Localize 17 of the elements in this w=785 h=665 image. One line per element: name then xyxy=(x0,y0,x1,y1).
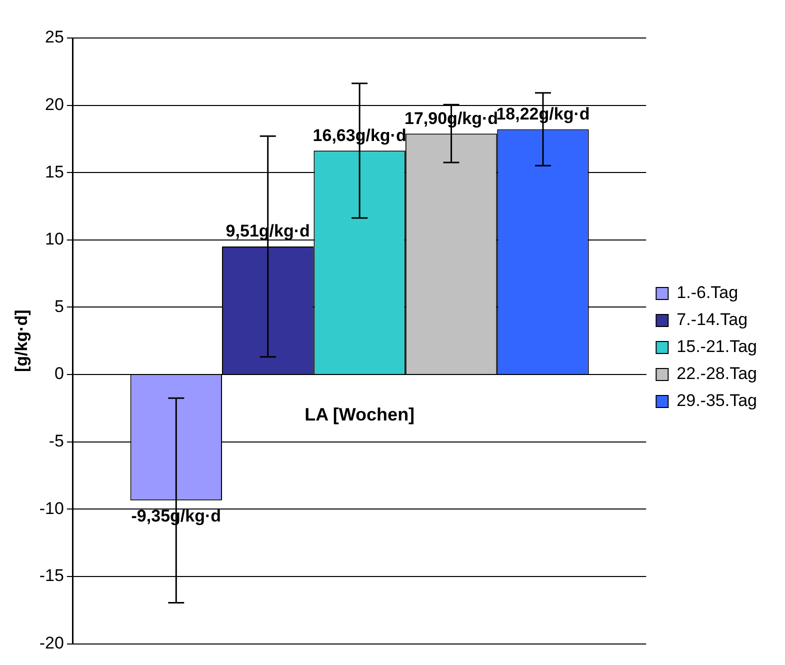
y-tick-label: 10 xyxy=(45,230,64,249)
legend-label: 7.-14.Tag xyxy=(676,310,748,330)
y-tick-label: 5 xyxy=(54,296,64,316)
y-tick-label: 25 xyxy=(45,28,64,47)
y-tick-label: -10 xyxy=(39,498,64,518)
y-tick-label: -5 xyxy=(48,432,64,451)
legend-label: 29.-35.Tag xyxy=(676,391,758,410)
y-tick-label: -15 xyxy=(39,566,64,586)
y-axis-title: [g/kg·d] xyxy=(12,310,31,372)
y-tick-label: -20 xyxy=(39,633,64,652)
y-tick-label: 20 xyxy=(45,95,64,114)
legend-label: 1.-6.Tag xyxy=(676,283,738,302)
y-tick-label: 15 xyxy=(45,162,64,182)
y-tick-label: 0 xyxy=(54,364,64,384)
legend-label: 15.-21.Tag xyxy=(676,337,758,356)
legend-label: 22.-28.Tag xyxy=(676,364,758,384)
x-tick-label: LA [Wochen] xyxy=(304,404,415,424)
